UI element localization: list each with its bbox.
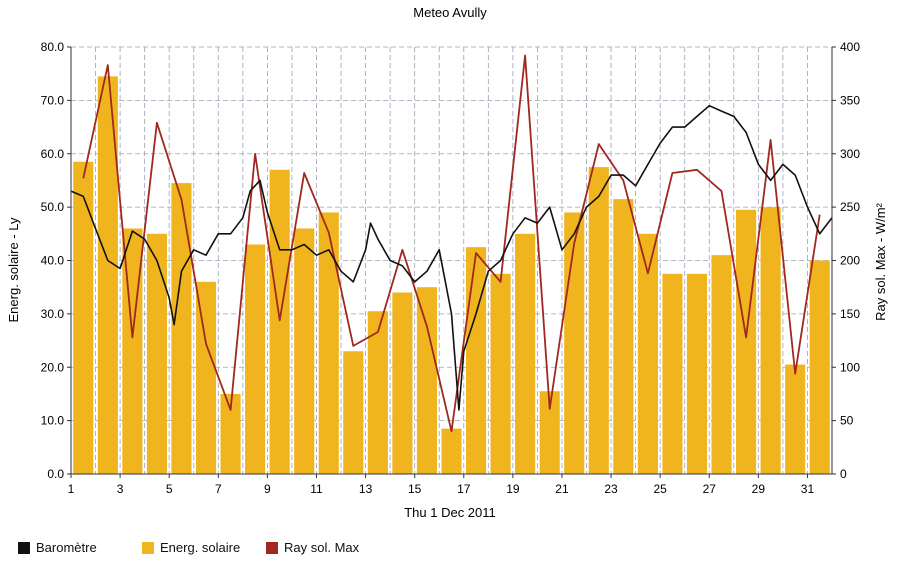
legend-item-barometre: Baromètre bbox=[18, 540, 97, 555]
y-left-tick-label: 70.0 bbox=[41, 93, 65, 107]
x-tick-label: 9 bbox=[264, 482, 271, 496]
legend-label-ray-sol-max: Ray sol. Max bbox=[284, 540, 360, 555]
legend: Baromètre Energ. solaire Ray sol. Max bbox=[18, 540, 538, 558]
y-left-tick-label: 30.0 bbox=[41, 307, 65, 321]
x-tick-label: 23 bbox=[604, 482, 618, 496]
bar-energ-solaire bbox=[588, 167, 609, 474]
bar-energ-solaire bbox=[441, 428, 462, 474]
bar-energ-solaire bbox=[294, 228, 315, 474]
legend-label-energ-solaire: Energ. solaire bbox=[160, 540, 241, 555]
x-axis-label: Thu 1 Dec 2011 bbox=[404, 505, 496, 520]
y-right-tick-label: 400 bbox=[840, 40, 860, 54]
legend-swatch-energ-solaire bbox=[142, 541, 154, 554]
x-tick-label: 13 bbox=[359, 482, 373, 496]
y-right-tick-label: 100 bbox=[840, 360, 860, 374]
bar-energ-solaire bbox=[613, 199, 634, 474]
bar-energ-solaire bbox=[171, 183, 192, 474]
bar-energ-solaire bbox=[637, 233, 658, 474]
legend-item-energ-solaire: Energ. solaire bbox=[142, 540, 240, 555]
axes: 0.0 10.0 20.0 30.0 40.0 50.0 60.0 70.0 80.0 0 50 10… bbox=[41, 40, 861, 496]
legend-label-barometre: Baromètre bbox=[36, 540, 97, 555]
bar-energ-solaire bbox=[515, 233, 536, 474]
chart-title: Meteo Avully bbox=[413, 5, 487, 20]
bar-energ-solaire bbox=[392, 292, 413, 474]
y-left-tick-label: 0.0 bbox=[47, 467, 64, 481]
lines-series bbox=[70, 54, 833, 433]
x-tick-label: 31 bbox=[801, 482, 815, 496]
y-right-tick-label: 0 bbox=[840, 467, 847, 481]
bar-energ-solaire bbox=[736, 209, 757, 474]
bar-energ-solaire bbox=[195, 281, 217, 474]
x-tick-label: 25 bbox=[653, 482, 667, 496]
line-barometre bbox=[70, 104, 833, 411]
x-tick-label: 19 bbox=[506, 482, 520, 496]
bar-energ-solaire bbox=[686, 273, 708, 474]
bar-energ-solaire bbox=[465, 247, 487, 474]
bar-energ-solaire bbox=[73, 161, 94, 474]
bar-energ-solaire bbox=[97, 76, 118, 474]
x-tick-label: 11 bbox=[310, 482, 323, 496]
y-right-tick-label: 200 bbox=[840, 254, 860, 268]
bar-energ-solaire bbox=[662, 273, 683, 474]
bar-energ-solaire bbox=[760, 207, 781, 474]
x-tick-label: 27 bbox=[703, 482, 717, 496]
y-left-tick-label: 10.0 bbox=[41, 414, 65, 428]
bar-energ-solaire bbox=[146, 233, 167, 474]
bar-energ-solaire bbox=[416, 287, 438, 474]
x-tick-label: 1 bbox=[68, 482, 75, 496]
x-tick-label: 5 bbox=[166, 482, 173, 496]
bar-energ-solaire bbox=[809, 260, 830, 474]
bar-energ-solaire bbox=[318, 212, 339, 474]
bar-energ-solaire bbox=[220, 393, 241, 474]
bar-energ-solaire bbox=[245, 244, 266, 474]
bar-energ-solaire bbox=[785, 364, 806, 474]
bar-energ-solaire bbox=[269, 169, 290, 474]
x-tick-label: 21 bbox=[555, 482, 569, 496]
y-left-tick-label: 50.0 bbox=[41, 200, 65, 214]
y-right-tick-label: 350 bbox=[840, 93, 860, 107]
y-left-tick-label: 60.0 bbox=[41, 147, 65, 161]
legend-item-ray-sol-max: Ray sol. Max bbox=[266, 540, 359, 555]
y-axis-right-label: Ray sol. Max - W/m² bbox=[873, 202, 888, 320]
bar-energ-solaire bbox=[711, 255, 732, 474]
bar-energ-solaire bbox=[539, 391, 560, 474]
y-right-tick-label: 250 bbox=[840, 200, 860, 214]
legend-swatch-barometre bbox=[18, 541, 30, 554]
x-tick-label: 3 bbox=[117, 482, 124, 496]
x-tick-label: 7 bbox=[215, 482, 222, 496]
bar-energ-solaire bbox=[564, 212, 585, 474]
bar-energ-solaire bbox=[367, 311, 388, 474]
y-left-tick-label: 40.0 bbox=[41, 254, 65, 268]
legend-swatch-ray-sol-max bbox=[266, 541, 278, 554]
bar-energ-solaire bbox=[343, 351, 364, 474]
y-right-tick-label: 150 bbox=[840, 307, 860, 321]
y-left-tick-label: 80.0 bbox=[41, 40, 65, 54]
bars-series bbox=[73, 76, 830, 474]
bar-energ-solaire bbox=[490, 273, 511, 474]
y-axis-left-label: Energ. solaire - Ly bbox=[6, 217, 21, 323]
x-tick-label: 17 bbox=[457, 482, 471, 496]
x-tick-label: 15 bbox=[408, 482, 422, 496]
x-tick-label: 29 bbox=[752, 482, 766, 496]
y-right-tick-label: 50 bbox=[840, 414, 854, 428]
line-ray-sol-max bbox=[82, 54, 821, 433]
y-left-tick-label: 20.0 bbox=[41, 360, 65, 374]
y-right-tick-label: 300 bbox=[840, 147, 860, 161]
